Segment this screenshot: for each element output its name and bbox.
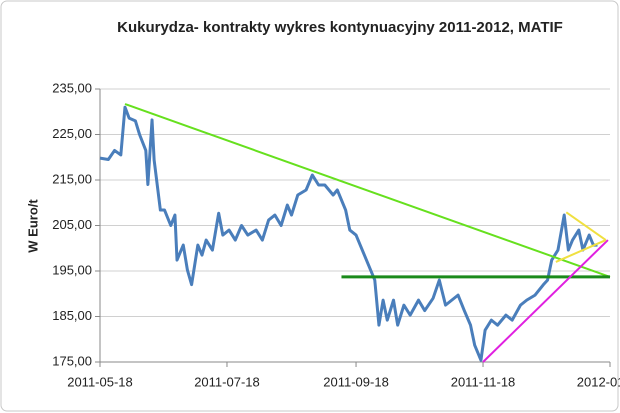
y-tick-label: 195,00 bbox=[52, 262, 92, 277]
trend-line bbox=[124, 103, 611, 278]
y-tick-label: 185,00 bbox=[52, 308, 92, 323]
x-tick-label: 2011-09-18 bbox=[323, 374, 389, 389]
y-tick-label: 235,00 bbox=[52, 80, 92, 95]
trend-line bbox=[565, 211, 607, 241]
y-tick-label: 225,00 bbox=[52, 126, 92, 141]
chart-title: Kukurydza- kontrakty wykres kontynuacyjn… bbox=[117, 19, 563, 36]
y-tick-label: 205,00 bbox=[52, 217, 92, 232]
y-tick-label: 175,00 bbox=[52, 353, 92, 368]
price-line bbox=[99, 105, 598, 362]
x-tick-label: 2011-11-18 bbox=[451, 374, 516, 389]
y-tick-label: 215,00 bbox=[52, 171, 92, 186]
x-tick-label: 2012-01-18 bbox=[577, 374, 620, 389]
x-tick-label: 2011-07-18 bbox=[194, 374, 260, 389]
trend-line bbox=[482, 239, 609, 363]
y-axis-label: W Euro/t bbox=[25, 199, 40, 253]
x-tick-label: 2011-05-18 bbox=[67, 374, 133, 389]
trend-line bbox=[555, 239, 607, 263]
